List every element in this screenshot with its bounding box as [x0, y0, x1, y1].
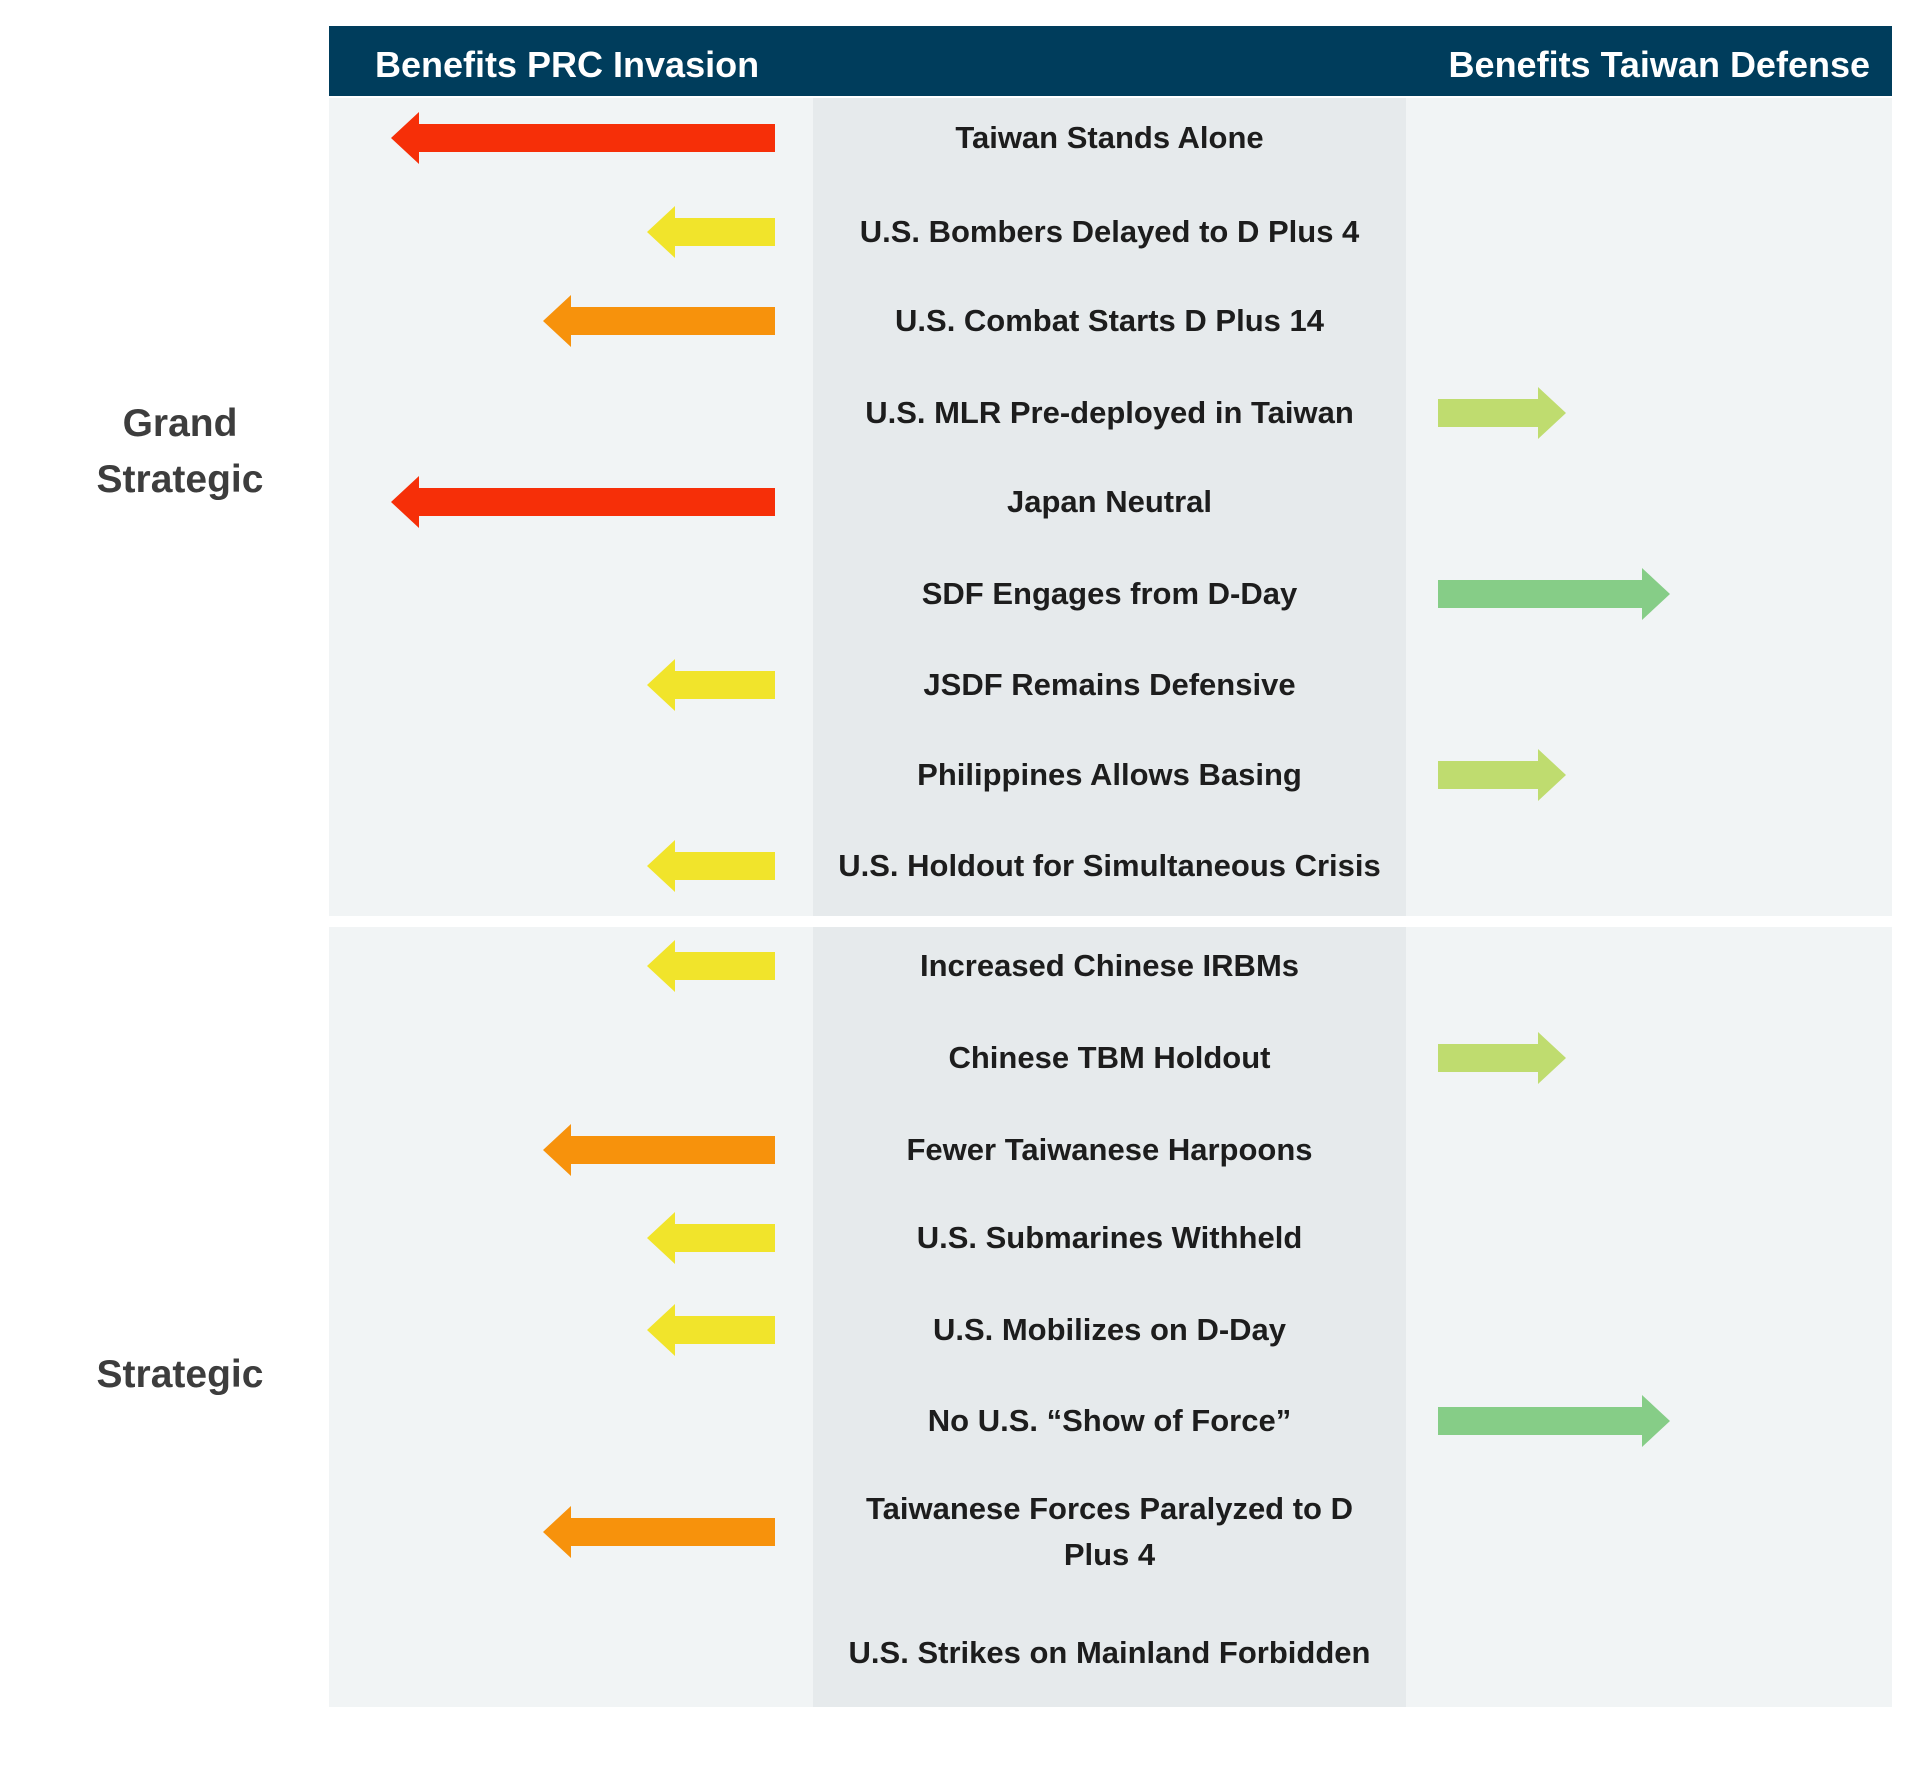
header-bar: Benefits PRC Invasion Benefits Taiwan De… [329, 26, 1892, 96]
factor-column [813, 927, 1406, 1707]
factor-label: No U.S. “Show of Force” [927, 1403, 1292, 1438]
factor-label: U.S. MLR Pre-deployed in Taiwan [865, 395, 1354, 430]
factor-label: Increased Chinese IRBMs [919, 948, 1300, 983]
factor-label: Chinese TBM Holdout [948, 1040, 1271, 1075]
factor-label: SDF Engages from D-Day [921, 576, 1298, 611]
factor-label: Japan Neutral [1006, 484, 1212, 519]
left-arrow-icon [543, 295, 775, 347]
left-arrow-icon [647, 1212, 775, 1264]
left-arrow-icon [391, 112, 775, 164]
right-arrow-icon [1438, 749, 1566, 801]
factor-column [813, 98, 1406, 916]
left-arrow-icon [647, 1304, 775, 1356]
right-arrow-icon [1438, 387, 1566, 439]
factor-label: Philippines Allows Basing [917, 757, 1302, 792]
right-arrow-icon [1438, 1395, 1670, 1447]
left-arrow-icon [647, 840, 775, 892]
left-arrow-icon [647, 659, 775, 711]
right-arrow-icon [1438, 568, 1670, 620]
factor-label: U.S. Strikes on Mainland Forbidden [848, 1635, 1371, 1670]
left-arrow-icon [543, 1506, 775, 1558]
factor-label: Fewer Taiwanese Harpoons [906, 1132, 1313, 1167]
left-arrow-icon [543, 1124, 775, 1176]
header-left-label: Benefits PRC Invasion [375, 44, 760, 85]
factor-label: Taiwanese Forces Paralyzed to D Plus 4 [865, 1491, 1353, 1572]
section-label: Strategic [96, 1353, 264, 1396]
right-arrow-icon [1438, 1032, 1566, 1084]
section-panel [329, 927, 1892, 1707]
factor-label: U.S. Submarines Withheld [916, 1220, 1303, 1255]
left-arrow-icon [647, 206, 775, 258]
factor-label: U.S. Mobilizes on D-Day [932, 1312, 1287, 1347]
factor-label: JSDF Remains Defensive [923, 667, 1296, 702]
factor-label: U.S. Combat Starts D Plus 14 [895, 303, 1324, 338]
factor-label: Taiwan Stands Alone [955, 120, 1264, 155]
header-right-label: Benefits Taiwan Defense [1448, 44, 1870, 85]
section-label: Grand Strategic [96, 402, 264, 501]
factor-label: U.S. Bombers Delayed to D Plus 4 [859, 214, 1360, 249]
left-arrow-icon [391, 476, 775, 528]
left-arrow-icon [647, 940, 775, 992]
factor-label: U.S. Holdout for Simultaneous Crisis [838, 848, 1381, 883]
